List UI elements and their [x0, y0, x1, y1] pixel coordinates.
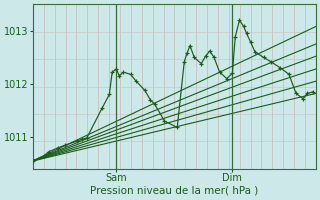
X-axis label: Pression niveau de la mer( hPa ): Pression niveau de la mer( hPa ) [90, 186, 259, 196]
